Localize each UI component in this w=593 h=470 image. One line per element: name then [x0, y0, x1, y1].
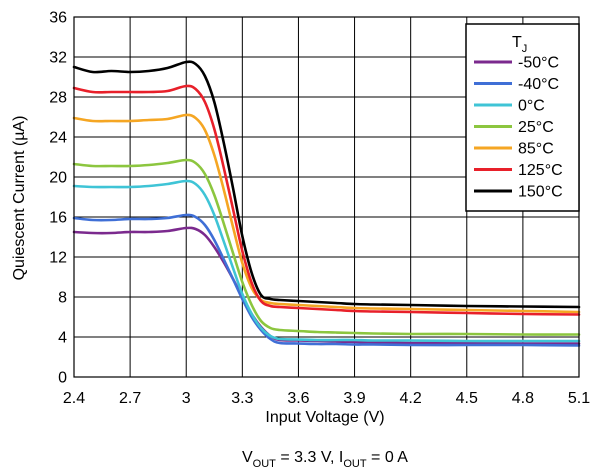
legend: TJ -50°C -40°C 0°C 25°C 85°C 125°C 150°C	[465, 23, 580, 212]
y-tick-label: 16	[49, 210, 67, 227]
legend-label: -40°C	[518, 76, 559, 93]
series-line-6	[72, 60, 581, 309]
series-line-4	[72, 113, 581, 314]
y-tick-label: 0	[58, 370, 67, 387]
caption-i-sub: OUT	[343, 458, 367, 470]
x-tick-labels: 2.4 2.7 3 3.3 3.6 3.9 4.2 4.5 4.8 5.1	[63, 390, 590, 407]
caption-v-sub: OUT	[253, 458, 277, 470]
y-tick-labels: 0 4 8 12 16 20 24 28 32 36	[49, 10, 67, 387]
caption-v: V	[242, 449, 253, 466]
x-tick-label: 3.6	[287, 390, 309, 407]
chart-caption: VOUT = 3.3 V, IOUT = 0 A	[242, 449, 408, 470]
legend-box	[465, 23, 580, 212]
legend-title-sub: J	[522, 43, 528, 55]
legend-title-t: T	[512, 34, 522, 51]
series-lines	[72, 60, 581, 347]
x-tick-label: 3	[182, 390, 191, 407]
y-tick-label: 36	[49, 10, 67, 27]
y-tick-label: 32	[49, 50, 67, 67]
caption-i: I	[339, 449, 343, 466]
x-tick-label: 4.2	[400, 390, 422, 407]
legend-label: -50°C	[518, 55, 559, 72]
legend-label: 0°C	[518, 98, 545, 115]
y-tick-label: 8	[58, 290, 67, 307]
x-tick-label: 3.9	[343, 390, 365, 407]
series-line-2	[72, 179, 581, 343]
y-tick-label: 20	[49, 170, 67, 187]
x-axis-label: Input Voltage (V)	[265, 409, 384, 426]
caption-v-value: = 3.3 V,	[276, 449, 339, 466]
legend-title: TJ	[512, 34, 527, 55]
y-tick-label: 24	[49, 130, 67, 147]
series-line-0	[72, 226, 581, 345]
x-tick-label: 5.1	[568, 390, 590, 407]
legend-label: 25°C	[518, 119, 554, 136]
y-tick-label: 28	[49, 90, 67, 107]
legend-label: 125°C	[518, 162, 563, 179]
x-tick-label: 3.3	[231, 390, 253, 407]
series-line-3	[72, 158, 581, 336]
caption-i-value: = 0 A	[367, 449, 409, 466]
legend-label: 85°C	[518, 141, 554, 158]
series-line-1	[72, 213, 581, 347]
y-tick-label: 4	[58, 330, 67, 347]
x-tick-label: 2.7	[119, 390, 141, 407]
y-tick-label: 12	[49, 250, 67, 267]
x-tick-label: 2.4	[63, 390, 85, 407]
x-tick-label: 4.5	[456, 390, 478, 407]
legend-label: 150°C	[518, 184, 563, 201]
y-axis-label: Quiescent Current (µA)	[11, 116, 28, 281]
x-tick-label: 4.8	[512, 390, 534, 407]
series-line-5	[72, 84, 581, 316]
